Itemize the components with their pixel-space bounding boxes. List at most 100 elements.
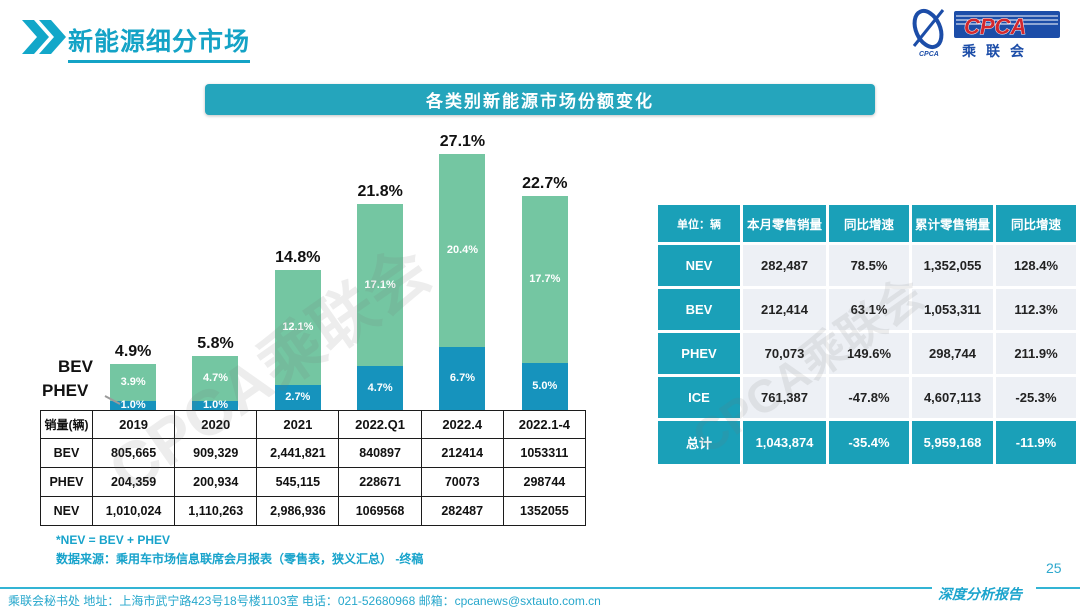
chart-column-2020: 5.8% 4.7% 1.0% <box>174 335 256 411</box>
summary-value-cell: 63.1% <box>829 289 909 330</box>
summary-value-cell: 298,744 <box>912 333 993 374</box>
sales-table-cell: 545,115 <box>256 467 340 497</box>
page-title: 新能源细分市场 <box>68 22 251 63</box>
summary-value-cell: -35.4% <box>829 421 909 464</box>
summary-value-cell: 112.3% <box>996 289 1076 330</box>
bar-segment-phev: 4.7% <box>357 365 404 410</box>
cpca-logo-mark: CPCA <box>912 8 945 58</box>
summary-value-cell: 1,053,311 <box>912 289 993 330</box>
bar-total-label: 4.9% <box>114 342 152 360</box>
summary-value-cell: 5,959,168 <box>912 421 993 464</box>
summary-row-label-PHEV: PHEV <box>658 333 740 374</box>
summary-value-cell: 1,352,055 <box>912 245 993 286</box>
summary-header-cell: 同比增速 <box>829 205 909 242</box>
bar-total-label: 21.8% <box>357 183 403 200</box>
sales-table-cell: 2,986,936 <box>256 496 340 526</box>
summary-header-cell: 本月零售销量 <box>743 205 826 242</box>
sales-table-cell: 200,934 <box>174 467 258 497</box>
summary-value-cell: -25.3% <box>996 377 1076 418</box>
chart-title-banner: 各类别新能源市场份额变化 <box>205 84 875 115</box>
sales-table-cell: 1352055 <box>502 496 587 526</box>
sales-table-cell: 1,010,024 <box>91 496 176 526</box>
footer-divider-line-right <box>1036 587 1080 589</box>
summary-row-label-ICE: ICE <box>658 377 740 418</box>
sales-table-cell: 1069568 <box>338 496 422 526</box>
bar-total-label: 27.1% <box>439 132 486 150</box>
legend-phev-label: PHEV <box>42 381 89 400</box>
sales-table-cell: 70073 <box>420 467 504 497</box>
bar-segment-phev: 1.0% <box>192 400 239 411</box>
summary-value-cell: 78.5% <box>829 245 909 286</box>
bar-total-label: 22.7% <box>522 174 568 192</box>
sales-table-row: NEV 1,010,024 1,110,263 2,986,936 1069568 282… <box>40 496 587 526</box>
cpca-logo-banner: CPCA 乘联会 <box>954 11 1060 59</box>
summary-header-cell: 累计零售销量 <box>912 205 993 242</box>
sales-by-year-table: 销量(辆) 2019 2020 2021 2022.Q1 2022.4 2022.1-4 BE… <box>40 410 587 526</box>
sales-table-col-header: 2020 <box>174 410 258 439</box>
sales-table-cell: 1053311 <box>502 438 587 468</box>
chart-column-2022.1-4: 22.7% 17.7% 5.0% <box>504 174 586 410</box>
sales-table-cell: 909,329 <box>174 438 258 468</box>
sales-table-cell: 805,665 <box>91 438 176 468</box>
summary-header-cell: 单位：辆 <box>658 205 740 242</box>
bar-total-label: 5.8% <box>197 335 234 353</box>
sales-table-row: PHEV 204,359 200,934 545,115 228671 70073 2987… <box>40 467 587 497</box>
legend-bev-label: BEV <box>58 357 93 376</box>
chart-column-2022.Q1: 21.8% 17.1% 4.7% <box>339 183 421 410</box>
footer-divider-line <box>0 587 932 589</box>
sales-table-row-label: BEV <box>40 438 93 468</box>
sales-table-col-header: 2022.Q1 <box>338 410 422 439</box>
sales-table-cell: 840897 <box>338 438 422 468</box>
chart-title: 各类别新能源市场份额变化 <box>426 92 654 111</box>
summary-value-cell: 212,414 <box>743 289 826 330</box>
bar-segment-bev: 12.1% <box>274 270 321 385</box>
sales-table-col-header: 2021 <box>256 410 340 439</box>
summary-row-label-总计: 总计 <box>658 421 740 464</box>
sales-table-row-label: PHEV <box>40 467 93 497</box>
chart-column-2022.4: 27.1% 20.4% 6.7% <box>421 133 503 410</box>
logo-small-acronym: CPCA <box>919 51 939 58</box>
summary-header-cell: 同比增速 <box>996 205 1076 242</box>
sales-table-cell: 1,110,263 <box>174 496 258 526</box>
sales-table-row: BEV 805,665 909,329 2,441,821 840897 212414 10… <box>40 438 587 468</box>
sales-table-row-label: NEV <box>40 496 93 526</box>
footer-contact-info: 乘联会秘书处 地址：上海市武宁路423号18号楼1103室 电话：021-526… <box>8 594 601 608</box>
sales-table-cell: 2,441,821 <box>256 438 340 468</box>
bar-segment-phev: 1.0% <box>110 400 157 411</box>
double-chevron-icon <box>22 20 66 59</box>
sales-table-cell: 212414 <box>420 438 504 468</box>
summary-value-cell: 4,607,113 <box>912 377 993 418</box>
sales-table-cell: 282487 <box>420 496 504 526</box>
logo-acronym: CPCA <box>964 14 1026 39</box>
sales-table-col-header: 2019 <box>91 410 176 439</box>
summary-value-cell: 128.4% <box>996 245 1076 286</box>
summary-row-label-NEV: NEV <box>658 245 740 286</box>
summary-value-cell: 149.6% <box>829 333 909 374</box>
sales-table-cell: 228671 <box>338 467 422 497</box>
chart-column-2019: 4.9% 3.9% 1.0% <box>92 342 174 411</box>
sales-table-corner: 销量(辆) <box>40 410 93 439</box>
bar-segment-bev: 20.4% <box>439 153 486 347</box>
sales-table-cell: 204,359 <box>91 467 176 497</box>
cpca-logo: CPCA CPCA 乘联会 <box>898 6 1070 67</box>
summary-value-cell: 761,387 <box>743 377 826 418</box>
sales-table-cell: 298744 <box>502 467 587 497</box>
summary-value-cell: -47.8% <box>829 377 909 418</box>
nev-share-chart: 4.9% 3.9% 1.0% 5.8% 4.7% 1.0% 14.8% 12.1% 2.7% 21… <box>40 128 586 411</box>
sales-table-col-header: 2022.1-4 <box>502 410 587 439</box>
summary-row-label-BEV: BEV <box>658 289 740 330</box>
note-nev-definition: *NEV = BEV + PHEV <box>56 533 171 547</box>
bar-segment-bev: 17.7% <box>521 195 568 363</box>
summary-value-cell: -11.9% <box>996 421 1076 464</box>
monthly-summary-table: 单位：辆 本月零售销量 同比增速 累计零售销量 同比增速 NEV 282,487 78.5% 1… <box>658 205 1076 464</box>
bar-segment-bev: 3.9% <box>110 363 157 401</box>
summary-value-cell: 1,043,874 <box>743 421 826 464</box>
sales-table-col-header: 2022.4 <box>420 410 504 439</box>
note-data-source: 数据来源：乘用车市场信息联席会月报表（零售表，狭义汇总） -终稿 <box>56 552 424 566</box>
summary-value-cell: 211.9% <box>996 333 1076 374</box>
page-number: 25 <box>1046 560 1062 576</box>
bar-segment-phev: 2.7% <box>274 384 321 410</box>
bar-segment-bev: 4.7% <box>192 356 239 401</box>
bar-segment-phev: 6.7% <box>439 346 486 410</box>
